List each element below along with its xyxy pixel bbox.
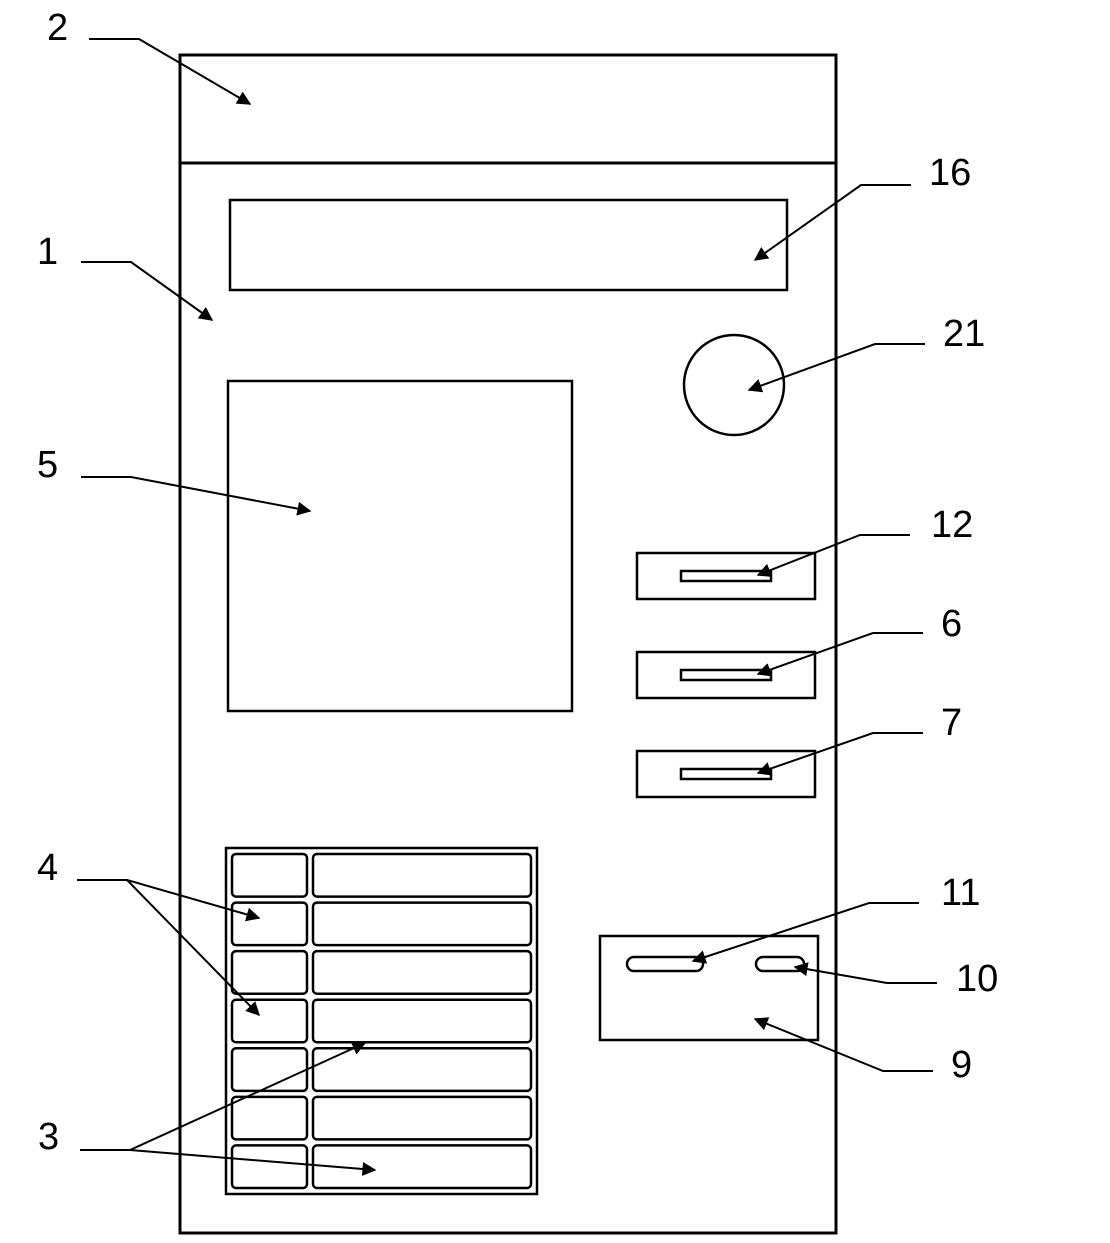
- callout-label-1: 1: [37, 231, 58, 273]
- callout-label-5: 5: [37, 444, 58, 486]
- callout-label-9: 9: [951, 1044, 972, 1086]
- callout-label-2: 2: [47, 7, 68, 49]
- callout-label-16: 16: [929, 152, 971, 194]
- callout-label-7: 7: [941, 702, 962, 744]
- callout-label-10: 10: [956, 958, 998, 1000]
- callout-label-6: 6: [941, 603, 962, 645]
- callout-label-3: 3: [38, 1116, 59, 1158]
- callout-label-21: 21: [943, 313, 985, 355]
- callout-label-4: 4: [37, 847, 58, 889]
- callout-label-11: 11: [941, 872, 980, 914]
- callout-label-12: 12: [931, 504, 973, 546]
